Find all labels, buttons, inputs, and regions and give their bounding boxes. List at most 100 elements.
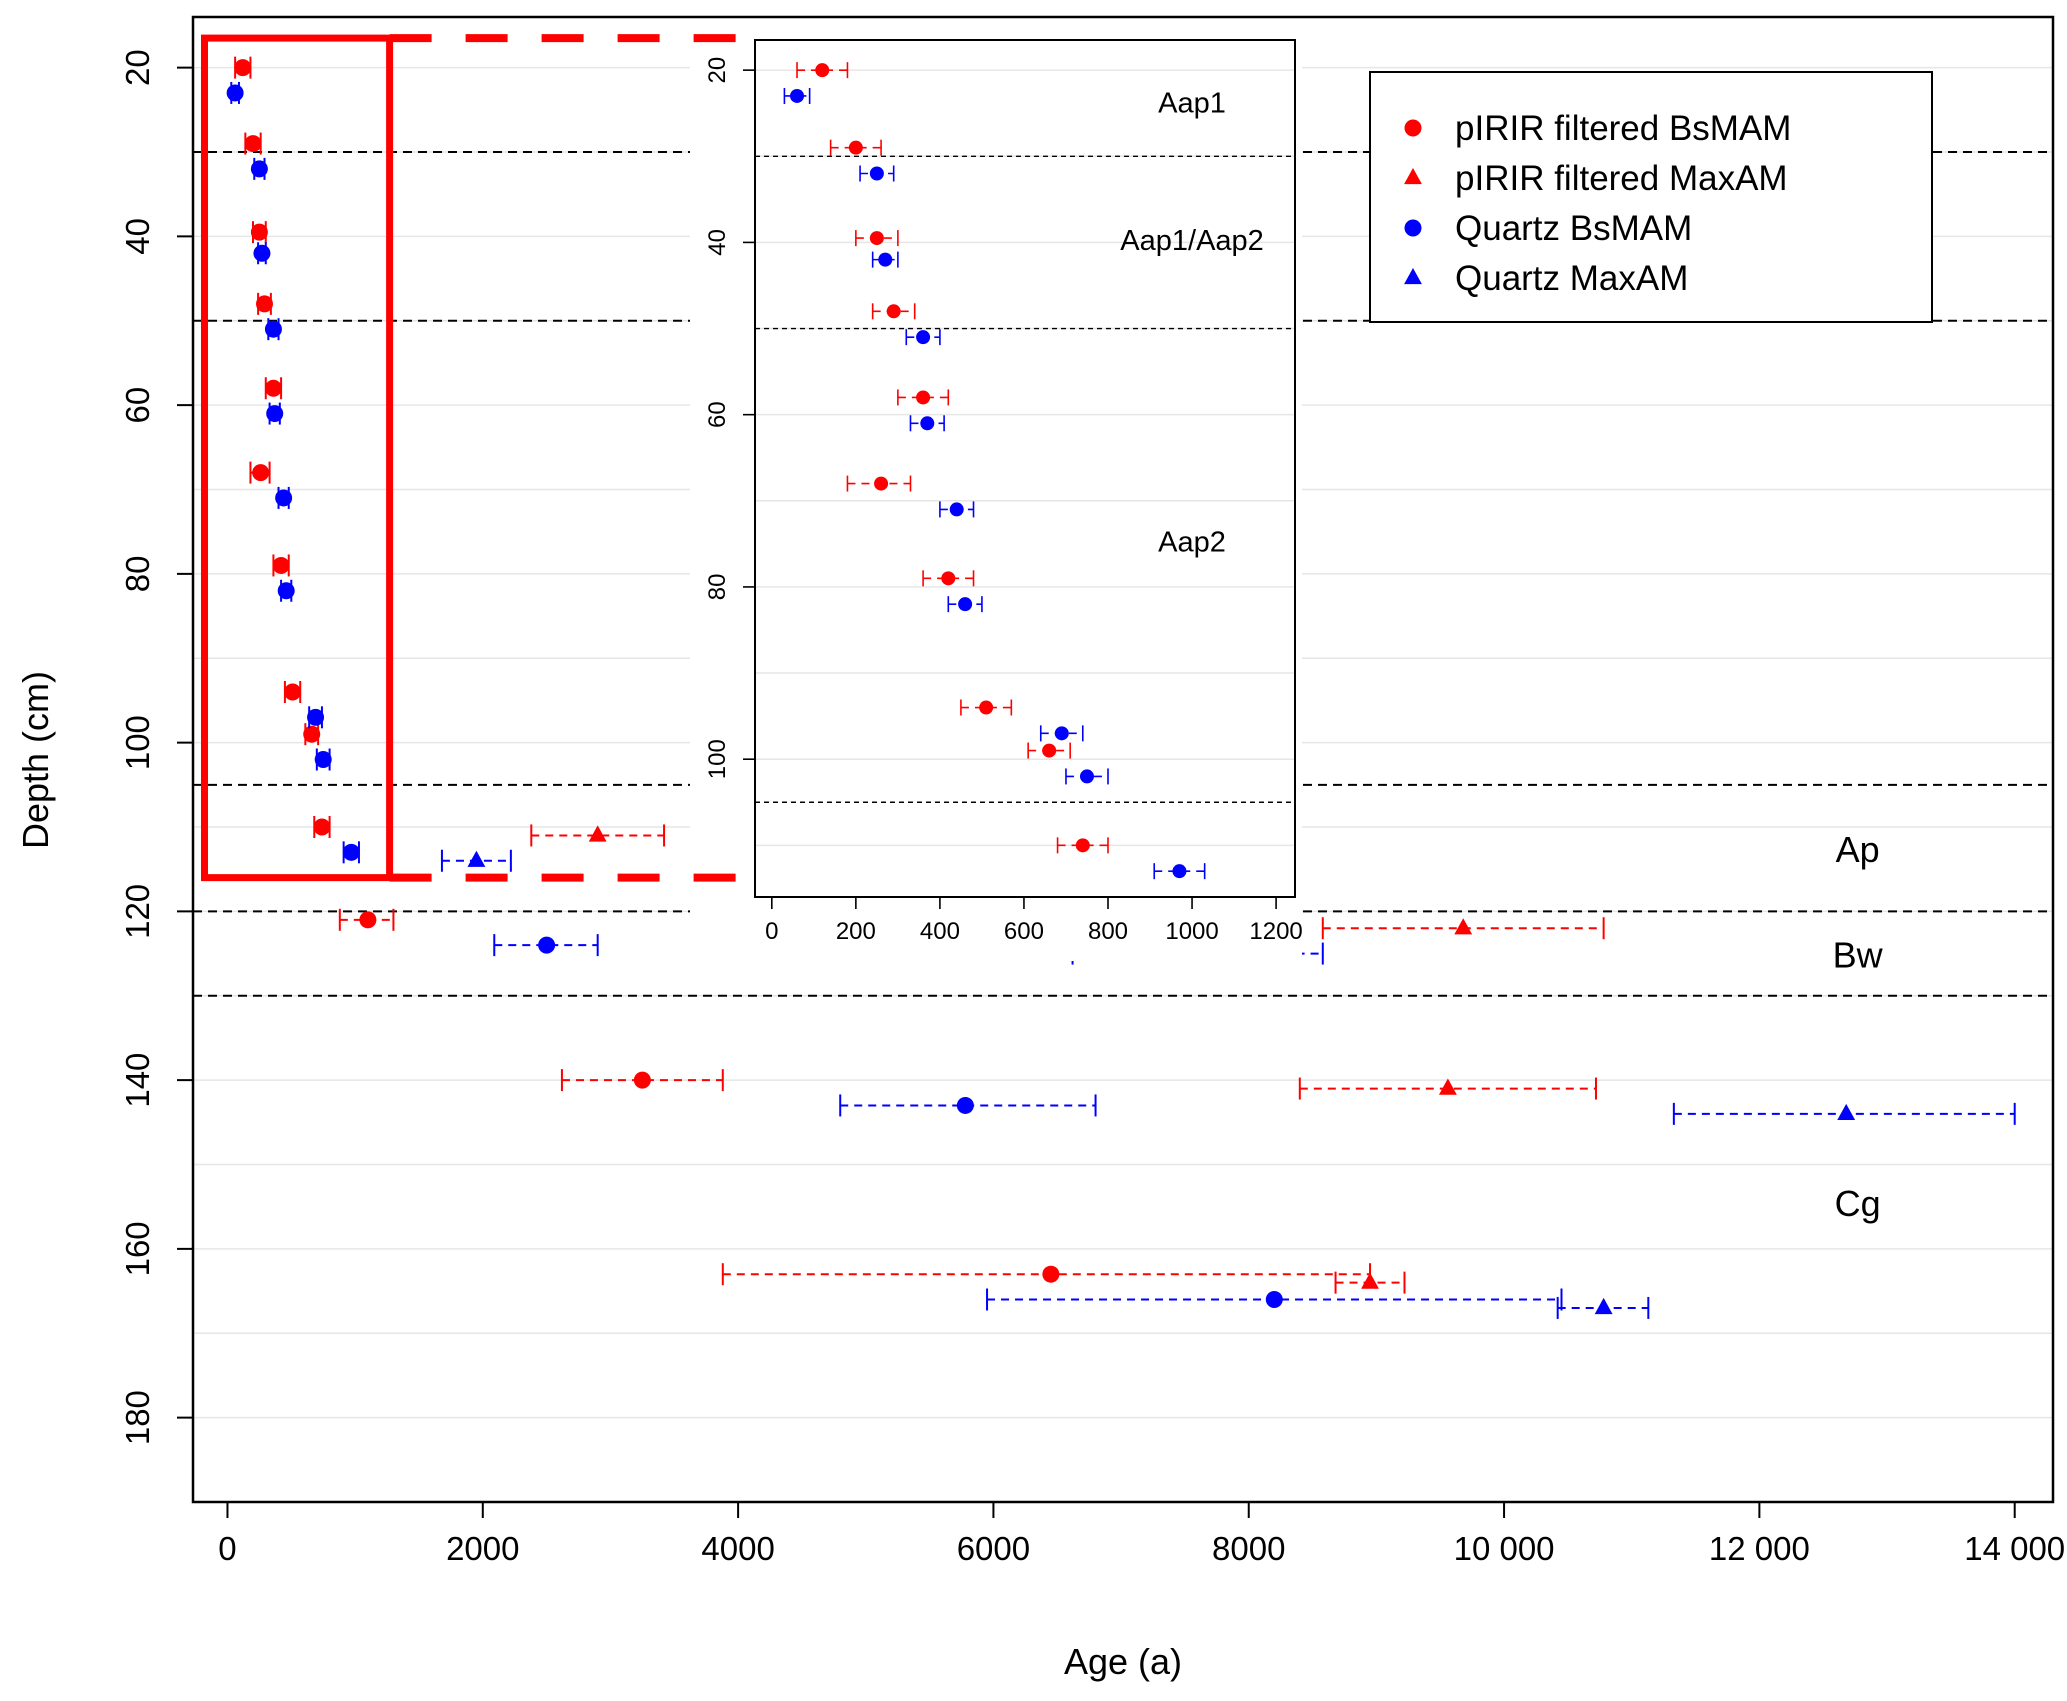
inset-data-point [1042, 743, 1057, 758]
data-point [284, 683, 302, 701]
inset-data-point [1172, 864, 1187, 879]
inset-x-tick-label: 0 [765, 918, 778, 945]
error-bar [338, 908, 395, 931]
error-bar [560, 1069, 724, 1092]
inset-data-point [1054, 726, 1069, 741]
inset-data-point [886, 304, 901, 319]
y-tick-label: 120 [119, 884, 156, 939]
inset-x-tick-label: 400 [920, 918, 960, 945]
inset-data-point [920, 416, 935, 431]
error-bar [1298, 1077, 1597, 1100]
inset-horizon-label: Aap2 [1158, 527, 1226, 559]
inset-data-point [869, 231, 884, 246]
data-point [1265, 1291, 1283, 1308]
inset-y-tick-label: 80 [704, 574, 731, 601]
inset-data-point [815, 63, 830, 78]
inset-x-tick-label: 200 [836, 918, 876, 945]
data-point [303, 725, 321, 743]
data-point [313, 818, 331, 836]
data-point [226, 84, 244, 102]
inset-background [690, 33, 1302, 961]
inset-x-tick-label: 1200 [1249, 918, 1302, 945]
inset-y-tick-label: 60 [704, 401, 731, 428]
legend-label: Quartz MaxAM [1455, 259, 1688, 298]
y-axis: 20 40 60 80 100 120 140 160 180 [119, 49, 193, 1445]
series-1 [530, 824, 1605, 1294]
y-tick-label: 140 [119, 1053, 156, 1108]
inset-error-bar [922, 570, 975, 587]
legend-entry: pIRIR filtered MaxAM [1404, 159, 1788, 198]
error-bar [530, 824, 666, 847]
series-2 [226, 81, 1563, 1311]
y-tick-label: 180 [119, 1390, 156, 1445]
error-bar [493, 934, 599, 957]
inset-error-bar [871, 251, 899, 268]
main-horizon-labels: Ap Bw Cg [1833, 829, 1884, 1224]
data-point [359, 911, 377, 929]
plot-frame [191, 15, 2055, 1504]
y-tick-label: 160 [119, 1221, 156, 1276]
data-point [250, 223, 268, 241]
data-point [272, 556, 290, 574]
x-tick-label: 10 000 [1454, 1530, 1555, 1567]
data-point [250, 160, 268, 178]
data-point [266, 405, 284, 423]
data-point [314, 751, 332, 768]
legend-marker [1404, 167, 1422, 185]
data-point [234, 59, 252, 77]
data-point [252, 464, 270, 482]
inset-series-2 [783, 87, 1206, 880]
data-point [538, 936, 556, 954]
y-tick-label: 60 [119, 387, 156, 424]
inset-error-bar [897, 389, 950, 406]
legend-entry: Quartz BsMAM [1404, 209, 1692, 248]
x-tick-label: 6000 [957, 1530, 1030, 1567]
inset-data-point [878, 252, 893, 267]
x-tick-label: 8000 [1212, 1530, 1285, 1567]
legend-entry: Quartz MaxAM [1404, 259, 1688, 298]
data-point [264, 320, 282, 338]
legend-entry: pIRIR filtered BsMAM [1404, 109, 1791, 148]
data-point [1594, 1297, 1613, 1315]
inset-data-point [848, 140, 863, 155]
data-point [253, 244, 271, 262]
data-point [275, 489, 293, 507]
inset-data-point [949, 502, 964, 517]
legend-entries: pIRIR filtered BsMAM pIRIR filtered MaxAM… [1404, 109, 1791, 298]
inset-x-tick-label: 800 [1088, 918, 1128, 945]
inset-error-bar [1056, 837, 1109, 854]
data-point [307, 708, 325, 726]
x-tick-label: 2000 [446, 1530, 519, 1567]
legend-label: pIRIR filtered BsMAM [1455, 109, 1791, 148]
inset-y-tick-label: 100 [704, 739, 731, 779]
inset-data-point [790, 88, 805, 103]
x-tick-label: 0 [218, 1530, 236, 1567]
x-axis: 0 2000 4000 6000 8000 10 000 12 000 14 000 [218, 1502, 2065, 1567]
inset-x-tick-label: 600 [1004, 918, 1044, 945]
data-point [1361, 1272, 1379, 1289]
inset-error-bar [960, 699, 1013, 716]
data-point [633, 1071, 651, 1089]
y-tick-label: 80 [119, 556, 156, 593]
inset-panel: Aap1 Aap1/Aap2 Aap2 0 200 400 600 800 1000 1200 20… [200, 33, 1303, 961]
inset-data-point [916, 330, 931, 345]
inset-frame [754, 39, 1296, 898]
main-data-series [226, 56, 2016, 1319]
inset-horizon-label: Aap1/Aap2 [1120, 225, 1264, 257]
legend: pIRIR filtered BsMAM pIRIR filtered MaxAM… [1369, 71, 1933, 323]
legend-label: pIRIR filtered MaxAM [1455, 159, 1788, 198]
x-axis-label: Age (a) [1064, 1641, 1182, 1682]
inset-data-point [916, 390, 931, 405]
inset-error-bar [829, 139, 882, 156]
legend-marker [1404, 219, 1422, 237]
legend-box [1369, 71, 1933, 323]
inset-error-bar [783, 87, 811, 104]
data-point [277, 582, 295, 600]
legend-marker [1404, 119, 1422, 137]
data-point [342, 843, 360, 861]
data-point [255, 295, 273, 313]
data-point [264, 379, 282, 397]
x-tick-label: 12 000 [1709, 1530, 1810, 1567]
y-axis-label: Depth (cm) [15, 671, 56, 849]
series-0 [234, 56, 1372, 1286]
